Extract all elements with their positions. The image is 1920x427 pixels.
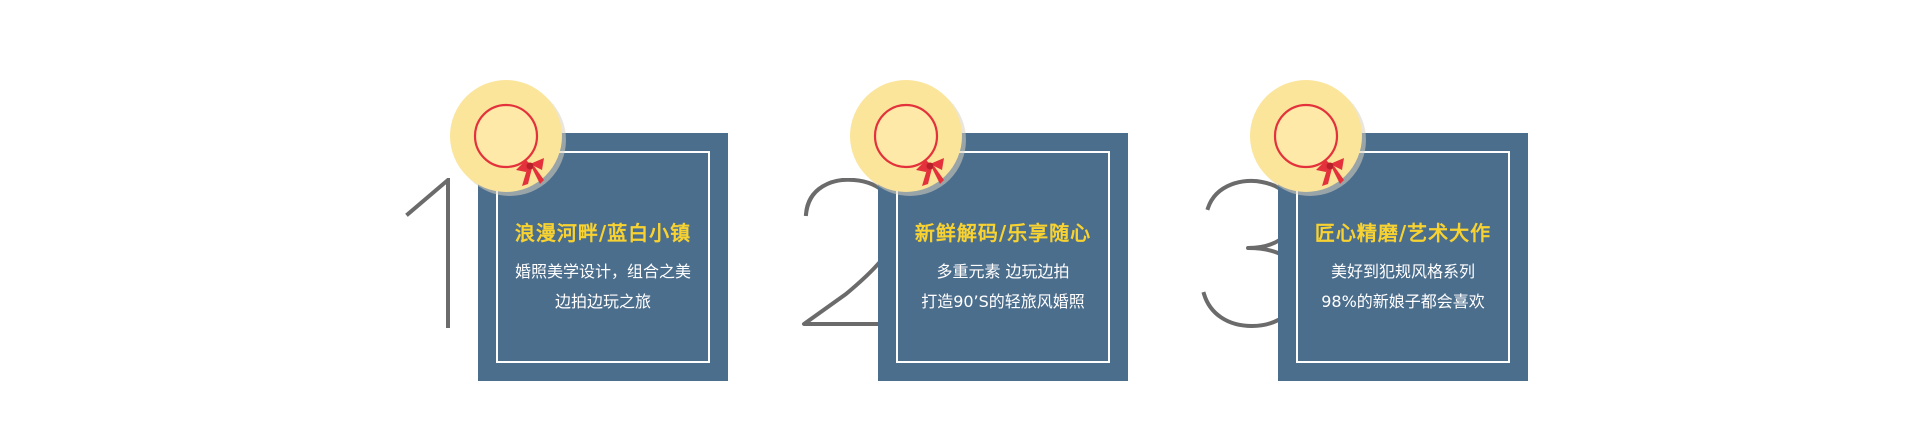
card-frame [896, 151, 1110, 363]
feature-description: 多重元素 边玩边拍 打造90’S的轻旅风婚照 [878, 257, 1128, 317]
card-frame [1296, 151, 1510, 363]
numeral-three-graphic [1201, 178, 1305, 328]
feature-title: 新鲜解码/乐享随心 [914, 221, 1092, 245]
feature-description-line: 婚照美学设计，组合之美 [514, 262, 691, 281]
numeral-one-graphic [405, 178, 450, 328]
sun-hat-icon [842, 72, 970, 200]
feature-card-1: 浪漫河畔/蓝白小镇 婚照美学设计，组合之美 边拍边玩之旅 [400, 0, 900, 427]
step-number-3 [1200, 178, 1310, 328]
feature-title: 匠心精磨/艺术大作 [1314, 221, 1492, 245]
feature-description-line: 多重元素 边玩边拍 [936, 262, 1070, 281]
sun-hat-icon [1242, 72, 1370, 200]
feature-description-line: 打造90’S的轻旅风婚照 [921, 292, 1085, 311]
step-number-1 [400, 178, 510, 328]
feature-card-3: 匠心精磨/艺术大作 美好到犯规风格系列 98%的新娘子都会喜欢 [1200, 0, 1700, 427]
feature-card-2: 新鲜解码/乐享随心 多重元素 边玩边拍 打造90’S的轻旅风婚照 [800, 0, 1300, 427]
feature-title: 浪漫河畔/蓝白小镇 [514, 221, 692, 245]
feature-description: 美好到犯规风格系列 98%的新娘子都会喜欢 [1278, 257, 1528, 317]
feature-description: 婚照美学设计，组合之美 边拍边玩之旅 [478, 257, 728, 317]
sun-hat-icon [442, 72, 570, 200]
feature-description-line: 98%的新娘子都会喜欢 [1321, 292, 1485, 311]
card-frame [496, 151, 710, 363]
feature-description-line: 边拍边玩之旅 [554, 292, 651, 311]
feature-description-line: 美好到犯规风格系列 [1330, 262, 1475, 281]
